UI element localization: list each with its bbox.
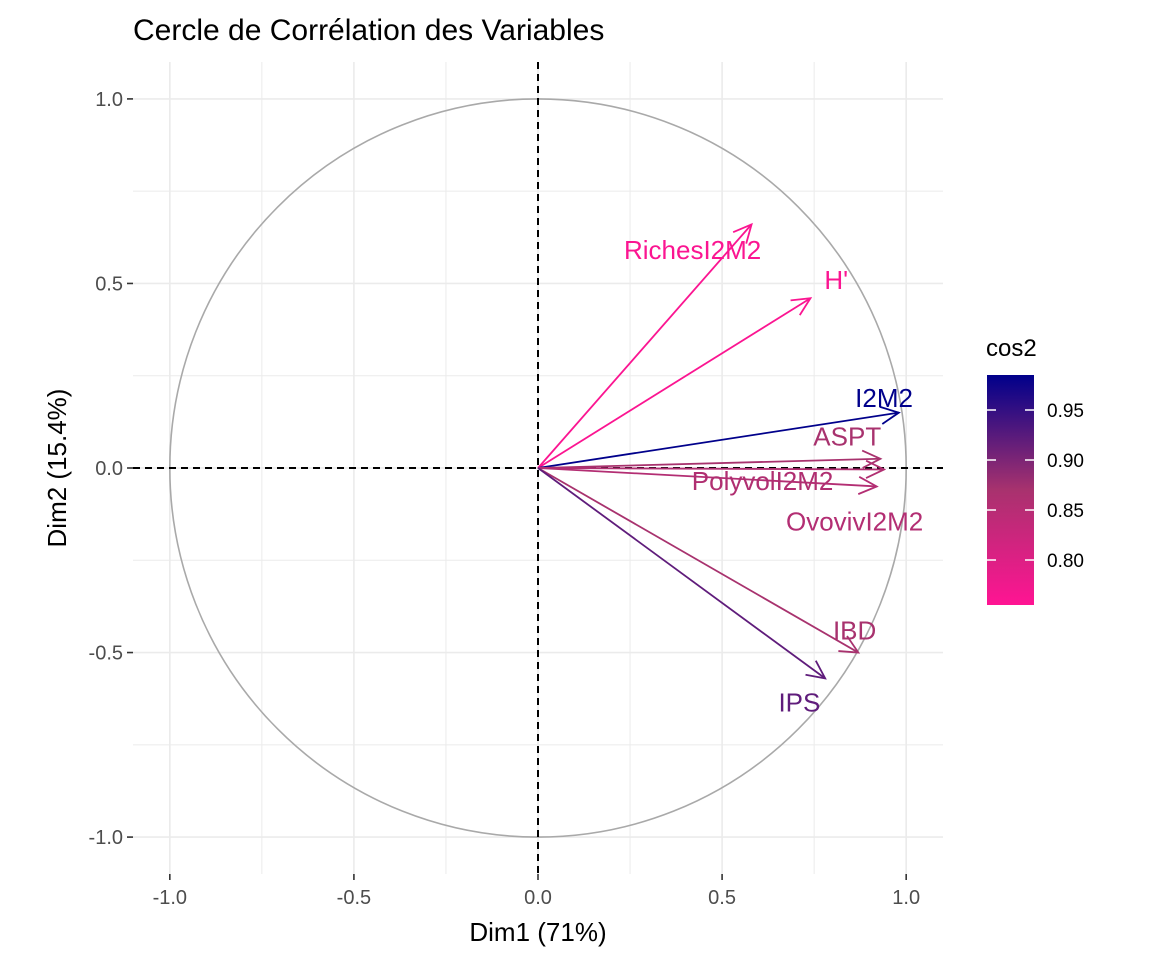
x-tick-label: 0.0 <box>524 887 552 909</box>
legend-tick-label: 0.95 <box>1047 401 1084 422</box>
legend-title: cos2 <box>986 335 1037 362</box>
arrow-shaft <box>537 467 885 471</box>
y-axis-title: Dim2 (15.4%) <box>42 389 72 548</box>
legend-tick-label: 0.90 <box>1047 451 1084 472</box>
y-tick-label: 1.0 <box>95 89 123 111</box>
chart-title: Cercle de Corrélation des Variables <box>133 14 604 47</box>
arrow-head <box>879 405 901 425</box>
arrow-shaft <box>537 467 859 654</box>
arrow-shaft <box>537 467 877 488</box>
variable-label: RichesI2M2 <box>624 235 761 265</box>
variable-label: H' <box>824 265 848 295</box>
y-tick-label: -0.5 <box>89 643 123 665</box>
arrow-head <box>805 660 827 680</box>
variable-arrow <box>537 467 861 654</box>
x-axis-title: Dim1 (71%) <box>469 917 606 947</box>
variable-arrow <box>537 449 883 469</box>
variable-arrow <box>537 459 887 479</box>
variable-arrow <box>537 222 753 469</box>
y-tick-label: 0.5 <box>95 273 123 295</box>
variable-label: PolyvolI2M2 <box>692 466 834 496</box>
arrow-shaft <box>537 223 753 469</box>
arrow-shaft <box>537 411 899 469</box>
x-tick-label: -0.5 <box>337 887 371 909</box>
x-tick-label: -1.0 <box>153 887 187 909</box>
variable-label: OvovivI2M2 <box>786 507 923 537</box>
legend-colorbar <box>987 375 1034 605</box>
variable-label: IPS <box>778 687 820 717</box>
arrow-head <box>790 297 813 316</box>
x-tick-label: 1.0 <box>892 887 920 909</box>
legend: cos2 0.95 0.90 0.85 0.80 <box>986 335 1084 605</box>
legend-tick-label: 0.85 <box>1047 501 1084 522</box>
arrow-shaft <box>537 467 826 680</box>
reference-lines <box>133 62 943 874</box>
arrow-shaft <box>537 297 811 469</box>
variable-arrow <box>537 405 901 469</box>
arrow-head <box>857 476 879 495</box>
x-tick-label: 0.5 <box>708 887 736 909</box>
variable-labels: RichesI2M2 H' I2M2 ASPT PolyvolI2M2 OvovivI2M… <box>624 235 923 717</box>
variable-arrows <box>537 222 901 680</box>
axis-ticks: -1.0 -0.5 0.0 0.5 1.0 1.0 0.5 0.0 -0.5 -1.0 <box>89 89 921 909</box>
arrow-head <box>861 449 883 469</box>
variable-arrow <box>537 467 879 495</box>
y-tick-label: 0.0 <box>95 458 123 480</box>
arrow-head <box>865 459 887 479</box>
arrow-shaft <box>537 457 881 469</box>
variable-arrow <box>537 467 827 680</box>
variable-label: I2M2 <box>855 383 913 413</box>
variable-label: IBD <box>833 615 876 645</box>
variable-arrow <box>537 297 813 469</box>
y-tick-label: -1.0 <box>89 827 123 849</box>
arrow-head <box>838 635 861 654</box>
legend-tick-label: 0.80 <box>1047 551 1084 572</box>
variable-label: ASPT <box>813 422 881 452</box>
arrow-head <box>732 222 753 244</box>
